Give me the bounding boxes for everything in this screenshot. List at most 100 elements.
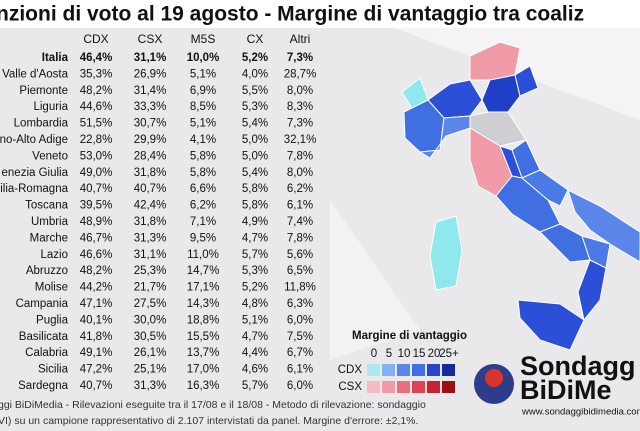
cell: 25,1% xyxy=(134,364,167,376)
legend-scale-label: 10 xyxy=(398,348,411,360)
cell: 5,3% xyxy=(242,265,268,277)
row-label: Italia xyxy=(42,52,69,64)
cell: 21,7% xyxy=(134,282,167,294)
cell: 6,5% xyxy=(287,265,313,277)
cell: 41,8% xyxy=(80,331,113,343)
cell: 7,8% xyxy=(287,150,313,162)
region xyxy=(539,223,591,263)
cell: 17,1% xyxy=(187,282,220,294)
cell: 5,2% xyxy=(242,282,268,294)
cell: 6,1% xyxy=(287,200,313,212)
cell: 10,0% xyxy=(187,52,220,64)
cell: 7,8% xyxy=(287,232,313,244)
cell: 31,8% xyxy=(134,167,167,179)
column-header: Altri xyxy=(290,32,311,46)
cell: 30,5% xyxy=(134,331,167,343)
cell: 25,3% xyxy=(134,265,167,277)
table: CDX CSX M5S CX Altri Italia 46,4% 31,1% 10,0% 5,2… xyxy=(0,32,316,392)
cell: 40,7% xyxy=(80,380,113,392)
cell: 53,0% xyxy=(80,150,113,162)
row-label: Lazio xyxy=(41,249,69,261)
region xyxy=(567,189,640,263)
cell: 5,3% xyxy=(242,101,268,113)
cell: 7,5% xyxy=(287,331,313,343)
legend-swatch xyxy=(367,381,380,393)
title-band xyxy=(0,0,640,28)
row-label: Piemonte xyxy=(19,85,68,97)
cell: 9,5% xyxy=(190,232,216,244)
legend-swatch xyxy=(382,364,395,376)
cell: 5,4% xyxy=(242,118,268,130)
row-label: enezia Giulia xyxy=(2,167,69,179)
row-label: Valle d'Aosta xyxy=(2,68,69,80)
cell: 4,8% xyxy=(242,298,268,310)
cell: 11,0% xyxy=(187,249,219,261)
cell: 28,7% xyxy=(284,68,317,80)
logo-line2: BiDiMe xyxy=(520,375,612,405)
bg-facet xyxy=(330,200,420,360)
cell: 47,2% xyxy=(80,364,113,376)
cell: 46,4% xyxy=(80,52,113,64)
map xyxy=(401,41,640,351)
cell: 18,8% xyxy=(187,314,220,326)
legend-scale-label: 15 xyxy=(413,348,426,360)
cell: 15,5% xyxy=(187,331,220,343)
cell: 44,2% xyxy=(80,282,113,294)
cell: 8,0% xyxy=(287,167,313,179)
row-label: Calabria xyxy=(25,347,68,359)
row-label: Molise xyxy=(35,282,68,294)
cell: 28,4% xyxy=(134,150,167,162)
cell: 46,6% xyxy=(80,249,113,261)
logo-icon xyxy=(485,369,503,387)
footer-line: ggi BiDiMedia - Rilevazioni eseguite tra… xyxy=(0,399,426,411)
cell: 5,7% xyxy=(242,380,268,392)
cell: 46,7% xyxy=(80,232,113,244)
cell: 40,7% xyxy=(80,183,113,195)
cell: 51,5% xyxy=(80,118,113,130)
legend-swatch xyxy=(397,364,410,376)
cell: 40,1% xyxy=(80,314,113,326)
cell: 17,0% xyxy=(187,364,220,376)
row-label: Liguria xyxy=(33,101,68,113)
cell: 5,5% xyxy=(242,85,268,97)
cell: 6,9% xyxy=(190,85,216,97)
region xyxy=(577,259,607,322)
region xyxy=(481,74,521,113)
cell: 6,6% xyxy=(190,183,216,195)
cell: 5,8% xyxy=(242,183,268,195)
legend-row-label: CSX xyxy=(338,381,362,393)
cell: 5,8% xyxy=(242,200,268,212)
title: nzioni di voto al 19 agosto - Margine di… xyxy=(0,3,584,26)
cell: 30,0% xyxy=(134,314,167,326)
cell: 5,1% xyxy=(190,68,216,80)
legend-scale-label: 5 xyxy=(386,348,392,360)
legend-swatch xyxy=(412,364,425,376)
cell: 49,0% xyxy=(80,167,113,179)
cell: 31,1% xyxy=(134,249,167,261)
region xyxy=(514,65,539,97)
row-label: no-Alto Adige xyxy=(0,134,68,146)
cell: 27,5% xyxy=(134,298,167,310)
cell: 31,1% xyxy=(134,52,167,64)
cell: 5,1% xyxy=(190,118,216,130)
region xyxy=(521,169,569,207)
legend-swatch xyxy=(397,381,410,393)
legend-row-label: CDX xyxy=(338,364,363,376)
cell: 26,1% xyxy=(134,347,167,359)
footer-line: VI) su un campione rappresentativo di 2.… xyxy=(0,415,418,427)
cell: 30,7% xyxy=(134,118,167,130)
legend-scale-label: 0 xyxy=(371,348,377,360)
column-header: M5S xyxy=(191,32,216,46)
cell: 22,8% xyxy=(80,134,113,146)
cell: 5,4% xyxy=(242,167,268,179)
row-label: Lombardia xyxy=(14,118,69,130)
cell: 6,2% xyxy=(287,183,313,195)
legend-swatch xyxy=(442,381,455,393)
cell: 4,0% xyxy=(242,68,268,80)
cell: 5,8% xyxy=(190,150,216,162)
cell: 26,9% xyxy=(134,68,167,80)
column-header: CSX xyxy=(138,32,163,46)
cell: 5,8% xyxy=(190,167,216,179)
column-header: CDX xyxy=(83,32,108,46)
